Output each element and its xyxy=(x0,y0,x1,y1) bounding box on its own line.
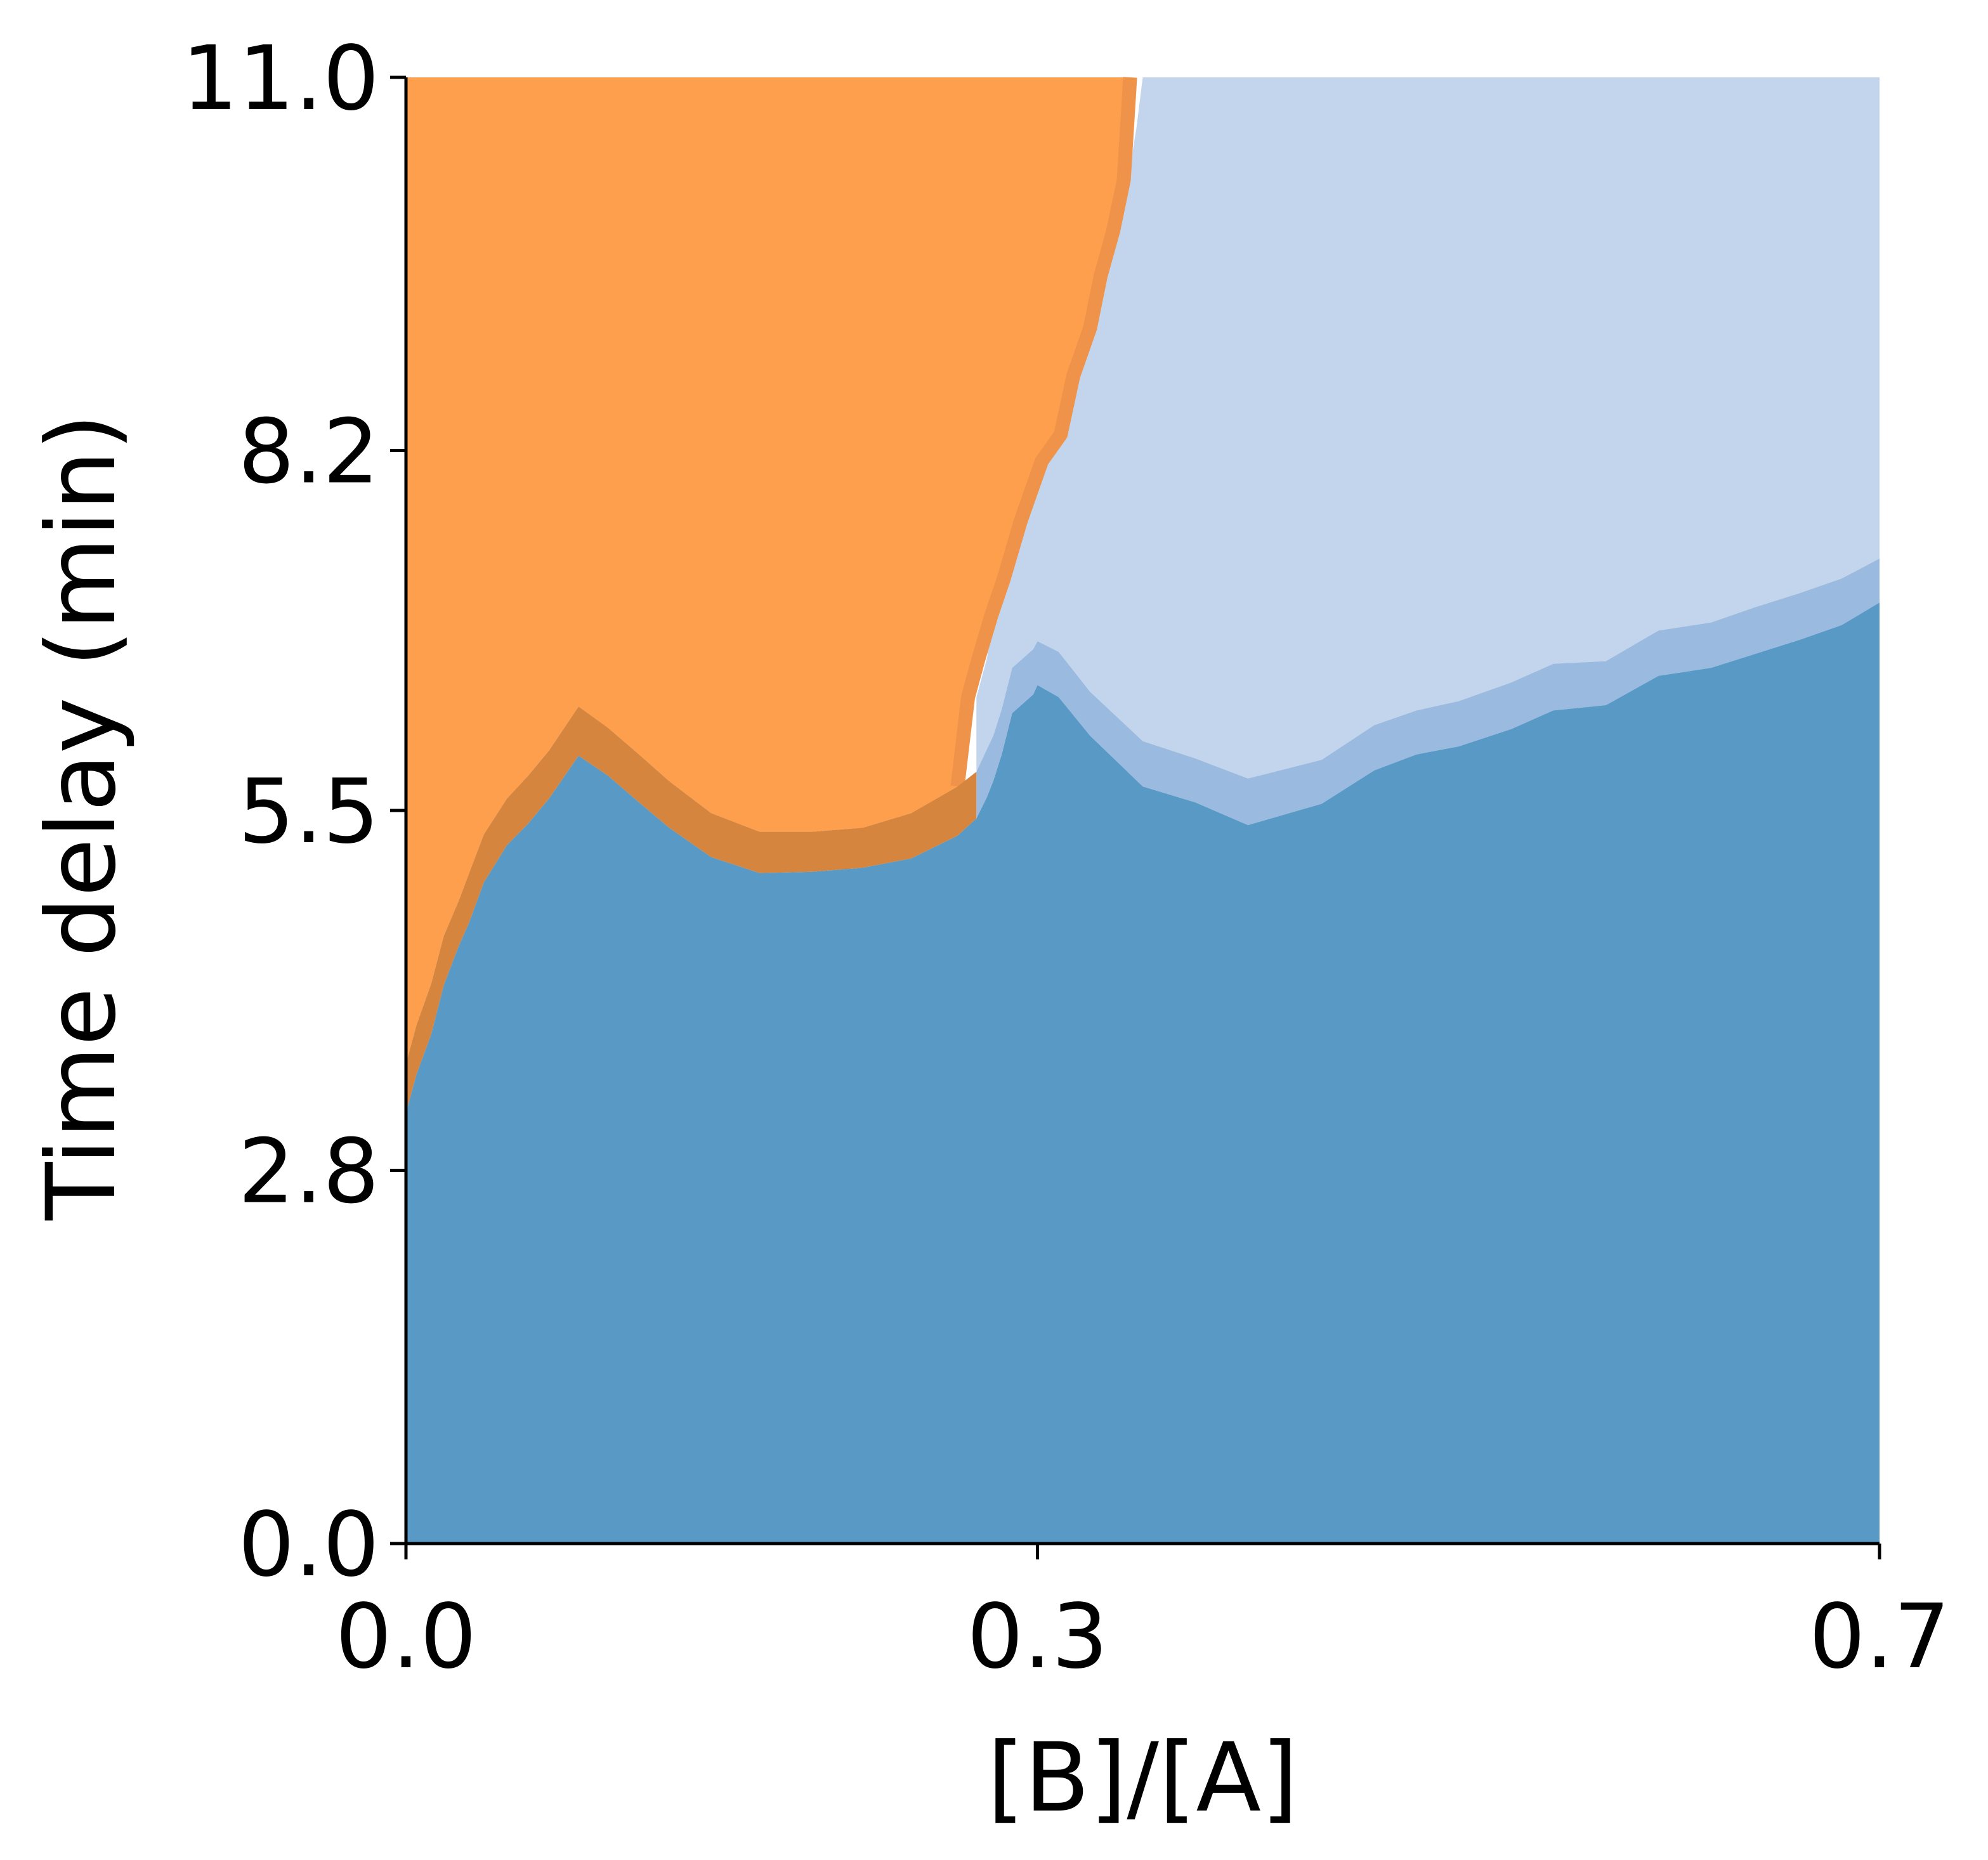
ticks: 0.0 0.3 0.7 0.0 2.8 5.5 8.2 11.0 xyxy=(181,27,1950,1689)
x-axis-label: [B]/[A] xyxy=(987,1723,1298,1833)
orange-region xyxy=(406,77,1130,1064)
y-tick-label: 5.5 xyxy=(238,760,379,864)
x-tick-label: 0.7 xyxy=(1809,1585,1951,1689)
orange-region-edge xyxy=(950,77,1137,788)
x-tick-label: 0.3 xyxy=(967,1585,1108,1689)
dark-blue-region xyxy=(406,602,1880,1544)
y-tick-label: 8.2 xyxy=(238,401,379,504)
y-axis-label: Time delay (min) xyxy=(27,413,137,1221)
light-blue-region xyxy=(976,77,1880,779)
y-tick-label: 0.0 xyxy=(238,1493,379,1597)
y-tick-label: 11.0 xyxy=(181,27,379,131)
axis-labels: [B]/[A] Time delay (min) xyxy=(27,413,1298,1833)
plot-regions xyxy=(406,77,1880,1544)
x-tick-label: 0.0 xyxy=(336,1585,477,1689)
y-tick-label: 2.8 xyxy=(238,1120,379,1223)
